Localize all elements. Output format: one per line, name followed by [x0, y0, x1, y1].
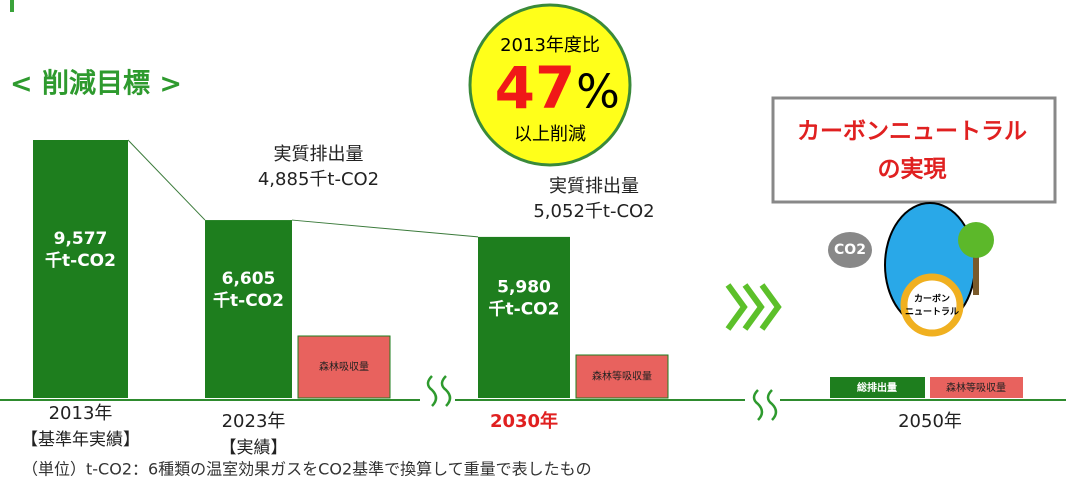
absorb-bar — [297, 335, 391, 399]
absorb-label: 森林吸収量 — [319, 360, 369, 373]
break-mark — [752, 389, 778, 421]
neutral-line2: ニュートラル — [905, 307, 959, 318]
corner-mark — [10, 0, 14, 12]
badge-number: 47 — [495, 54, 576, 122]
absorb-bar — [575, 354, 669, 399]
bar-unit: 千t-CO2 — [213, 291, 284, 311]
trend-line — [127, 139, 206, 221]
net-value: 5,052千t-CO2 — [533, 201, 654, 222]
net-title: 実質排出量 — [274, 144, 364, 165]
bar-value: 6,605 — [222, 269, 276, 289]
heading: < 削減目標 > — [10, 69, 182, 100]
emission-label: 総排出量 — [857, 381, 897, 394]
goal-line2: の実現 — [878, 156, 947, 183]
year-label: 2030年 — [490, 410, 558, 432]
bar-value: 5,980 — [497, 277, 551, 297]
net-value: 4,885千t-CO2 — [258, 169, 379, 190]
reduction-badge — [468, 3, 632, 167]
year-label: 2050年 — [898, 411, 962, 432]
net-title: 実質排出量 — [549, 176, 639, 197]
year-note: 【基準年実績】 — [21, 430, 140, 450]
badge-line1: 2013年度比 — [500, 35, 600, 56]
neutral-badge — [900, 273, 964, 337]
trend-line — [291, 219, 479, 238]
absorb-label: 森林等吸収量 — [592, 370, 652, 383]
tree-trunk — [973, 255, 979, 295]
emission-bar — [478, 236, 570, 398]
bar-value: 9,577 — [54, 229, 108, 249]
tree — [958, 222, 994, 258]
year-label: 2023年 — [222, 411, 286, 432]
absorb-bar — [930, 377, 1023, 398]
year-note: 【実績】 — [220, 438, 288, 458]
badge-line2: 以上削減 — [514, 124, 586, 145]
goal-box — [771, 96, 1057, 204]
badge-unit: % — [576, 65, 620, 119]
footnote: （単位）t-CO2：6種類の温室効果ガスをCO2基準で換算して重量で表したもの — [22, 460, 592, 479]
year-label: 2013年 — [49, 403, 113, 424]
goal-line1: カーボンニュートラル — [797, 119, 1027, 145]
bar-unit: 千t-CO2 — [489, 299, 560, 319]
co2-cloud — [828, 232, 872, 268]
co2-label: CO2 — [834, 242, 866, 258]
arrow — [725, 283, 782, 331]
break-mark — [426, 375, 452, 407]
emission-bar — [830, 377, 925, 398]
bar-unit: 千t-CO2 — [45, 251, 116, 271]
emission-bar — [205, 220, 292, 398]
emission-bar — [33, 140, 128, 398]
absorb-label: 森林等吸収量 — [946, 381, 1006, 394]
neutral-line1: カーボン — [914, 293, 950, 305]
